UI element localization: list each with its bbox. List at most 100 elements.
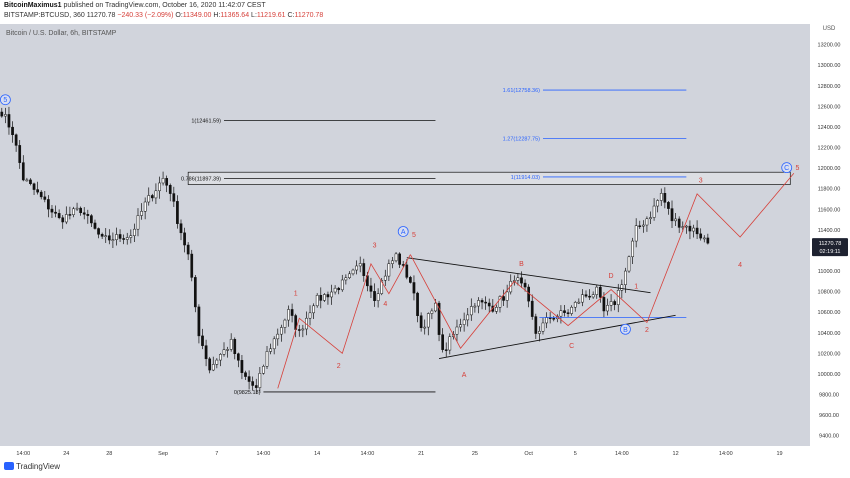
price-tick-label: 10400.00 <box>818 331 841 337</box>
candle-body <box>641 224 645 227</box>
candle-body <box>308 312 312 319</box>
candle-body <box>419 315 423 328</box>
price-tick-label: 12000.00 <box>818 166 841 172</box>
candle-body <box>659 193 663 201</box>
candle-body <box>620 284 624 291</box>
time-axis-background <box>0 446 810 460</box>
candle-body <box>265 351 269 367</box>
price-tick-label: 9800.00 <box>819 393 839 399</box>
time-axis[interactable]: 14:00 24 28 Sep 7 14:00 14 14:00 21 25 Oct 5 14:00 12… <box>16 451 782 457</box>
trendline <box>406 257 651 294</box>
candle-body <box>165 178 169 186</box>
candle-body <box>319 294 323 301</box>
candle-body <box>487 302 491 307</box>
candle-body <box>39 191 43 198</box>
candle-body <box>634 225 638 242</box>
ohlc-line: BITSTAMP:BTCUSD, 360 11270.78 −240.33 (−… <box>4 12 323 19</box>
candle-body <box>287 309 290 321</box>
candle-body <box>383 275 387 281</box>
candle-body <box>627 256 631 272</box>
high-value: 11365.64 <box>220 12 250 19</box>
candle-body <box>136 215 140 230</box>
close-value: 11270.78 <box>294 12 324 19</box>
candle-body <box>133 228 136 236</box>
candle-body <box>254 385 258 388</box>
price-tick-label: 12400.00 <box>818 125 841 131</box>
candle-body <box>201 335 204 346</box>
candle-body <box>631 240 634 258</box>
candle-body <box>269 348 272 352</box>
candle-body <box>57 213 61 218</box>
candle-body <box>473 305 477 308</box>
wave-paths <box>277 172 795 389</box>
candle-body <box>197 306 201 337</box>
candle-body <box>398 253 401 265</box>
wave-label: 2 <box>645 327 649 334</box>
time-tick-label: 14 <box>314 451 320 457</box>
candle-body <box>143 201 147 212</box>
candle-body <box>283 319 287 328</box>
candle-body <box>168 185 172 194</box>
candle-body <box>219 354 222 361</box>
open-value: 11349.00 <box>182 12 212 19</box>
candle-body <box>125 237 129 240</box>
candle-body <box>609 301 613 306</box>
candle-body <box>566 312 570 314</box>
fib-levels: 1(12461.59) 0.786(11897.39) 0(9825.13) 1.61… <box>181 88 791 396</box>
fib-level-label: 0.786(11897.39) <box>181 177 221 183</box>
candle-body <box>25 179 29 182</box>
candle-body <box>258 373 262 388</box>
candle-body <box>72 208 75 215</box>
price-axis[interactable]: USD 13200.00 13000.00 12800.00 12600.00 12400… <box>812 26 848 440</box>
candle-body <box>448 336 452 351</box>
candle-body <box>638 225 642 227</box>
candle-body <box>251 381 255 386</box>
publish-info: published on TradingView.com, October 16… <box>63 2 266 9</box>
price-tick-label: 12800.00 <box>818 84 841 90</box>
high-label: H: <box>213 12 221 19</box>
fib-level-label: 0(9825.13) <box>234 390 261 396</box>
candle-body <box>262 366 265 374</box>
wave-label: 4 <box>383 301 387 308</box>
candle-body <box>598 286 602 298</box>
chart-background <box>0 24 810 456</box>
candle-body <box>279 327 283 335</box>
candle-body <box>613 301 617 305</box>
candle-body <box>441 334 444 350</box>
wave-label-circle <box>0 94 11 106</box>
candle-body <box>437 302 441 335</box>
candle-body <box>229 339 233 350</box>
candle-body <box>4 114 7 117</box>
candle-body <box>222 349 226 355</box>
tradingview-logo[interactable]: TradingView <box>4 462 60 471</box>
countdown-timer: 02:19:11 <box>819 249 840 255</box>
candle-body <box>516 277 520 281</box>
author-name[interactable]: BitcoinMaximus1 <box>4 2 62 9</box>
candle-body <box>86 214 90 216</box>
candle-body <box>301 328 305 331</box>
candle-body <box>355 265 358 271</box>
time-tick-label: 25 <box>472 451 478 457</box>
candle-body <box>50 208 54 213</box>
candle-body <box>68 214 72 216</box>
wave-label: C <box>569 343 574 350</box>
candle-body <box>147 195 151 203</box>
candle-body <box>699 233 703 239</box>
candle-body <box>161 178 165 184</box>
candle-body <box>47 199 50 210</box>
wave-label: D <box>609 273 614 280</box>
candle-body <box>158 182 161 192</box>
candle-body <box>154 190 158 199</box>
candle-body <box>692 227 695 232</box>
candle-body <box>11 126 14 136</box>
candle-body <box>369 285 373 292</box>
candle-body <box>186 244 190 255</box>
candle-body <box>176 201 179 224</box>
candle-body <box>645 218 649 226</box>
candle-body <box>430 310 434 314</box>
candle-body <box>484 301 487 304</box>
candle-body <box>351 269 355 275</box>
candle-body <box>480 300 484 303</box>
candle-body <box>290 309 294 316</box>
